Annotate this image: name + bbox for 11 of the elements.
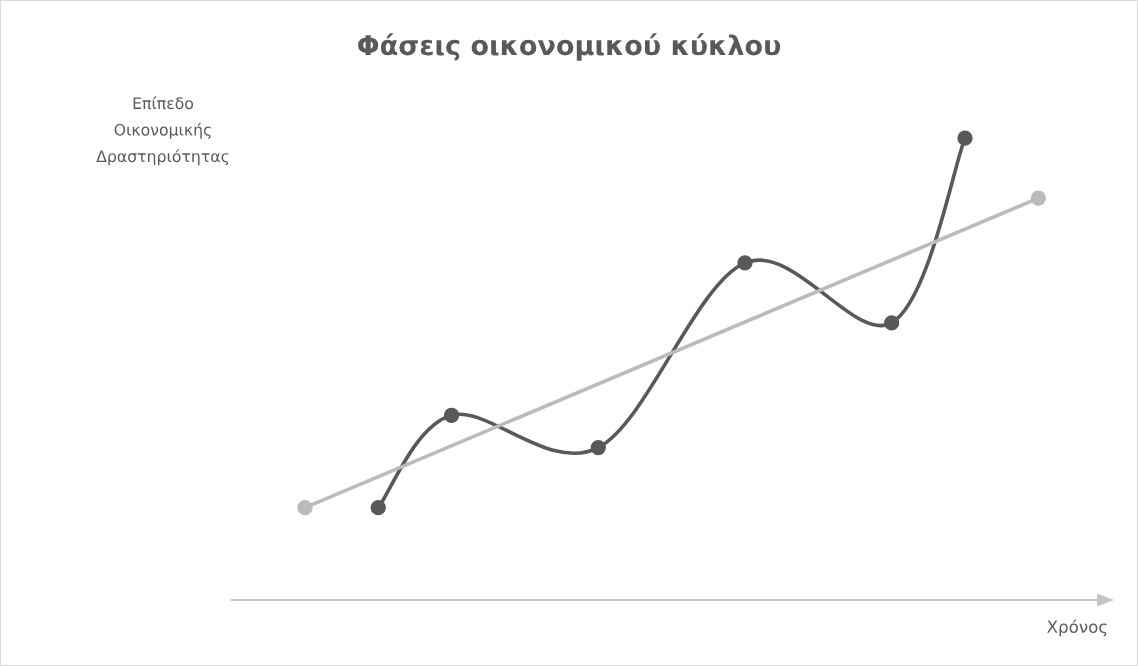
point xyxy=(737,255,753,271)
point xyxy=(1030,190,1046,206)
point xyxy=(297,499,313,516)
x-axis-title: Χρόνος xyxy=(1047,619,1107,637)
point xyxy=(370,499,386,516)
point xyxy=(443,407,460,423)
point xyxy=(590,439,606,456)
chart-title: Φάσεις οικονομικού κύκλου xyxy=(357,33,781,61)
point xyxy=(884,315,900,331)
y-axis-title: Επίπεδο Οικονομικής Δραστηριότητας xyxy=(96,96,229,166)
point xyxy=(957,130,973,146)
